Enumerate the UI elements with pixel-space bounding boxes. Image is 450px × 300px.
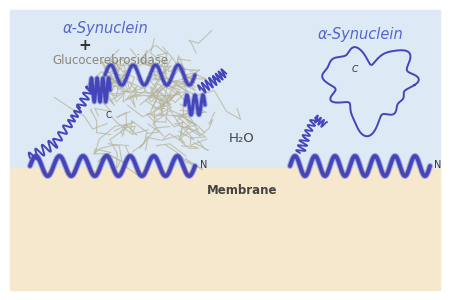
- Text: Glucocerebrosidase: Glucocerebrosidase: [52, 53, 168, 67]
- Text: N: N: [200, 160, 207, 170]
- Text: H₂O: H₂O: [229, 131, 255, 145]
- Bar: [10, 10, 440, 168]
- Text: +: +: [79, 38, 91, 52]
- Text: α-Synuclein: α-Synuclein: [62, 20, 148, 35]
- Text: α-Synuclein: α-Synuclein: [317, 28, 403, 43]
- Text: C: C: [105, 112, 111, 121]
- Text: C: C: [352, 65, 358, 74]
- Bar: [10, 168, 440, 290]
- Text: Membrane: Membrane: [207, 184, 277, 196]
- Text: N: N: [434, 160, 441, 170]
